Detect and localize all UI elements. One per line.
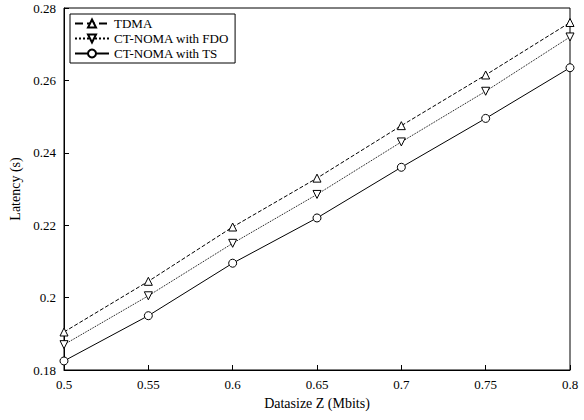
svg-text:0.26: 0.26 xyxy=(33,73,56,88)
svg-text:0.7: 0.7 xyxy=(393,377,410,392)
svg-text:0.8: 0.8 xyxy=(562,377,578,392)
svg-text:0.22: 0.22 xyxy=(33,218,56,233)
svg-text:0.55: 0.55 xyxy=(137,377,160,392)
svg-text:0.18: 0.18 xyxy=(33,363,56,378)
svg-text:0.5: 0.5 xyxy=(56,377,72,392)
svg-text:0.65: 0.65 xyxy=(306,377,329,392)
svg-text:Datasize Z (Mbits): Datasize Z (Mbits) xyxy=(264,396,370,412)
svg-text:TDMA: TDMA xyxy=(114,16,153,31)
svg-text:CT-NOMA with TS: CT-NOMA with TS xyxy=(114,46,217,61)
svg-text:CT-NOMA with FDO: CT-NOMA with FDO xyxy=(114,31,228,46)
svg-text:0.75: 0.75 xyxy=(474,377,497,392)
svg-text:0.24: 0.24 xyxy=(33,145,56,160)
svg-text:0.6: 0.6 xyxy=(225,377,242,392)
svg-text:Latency (s): Latency (s) xyxy=(8,157,24,221)
svg-text:0.2: 0.2 xyxy=(40,290,56,305)
svg-text:0.28: 0.28 xyxy=(33,1,56,16)
